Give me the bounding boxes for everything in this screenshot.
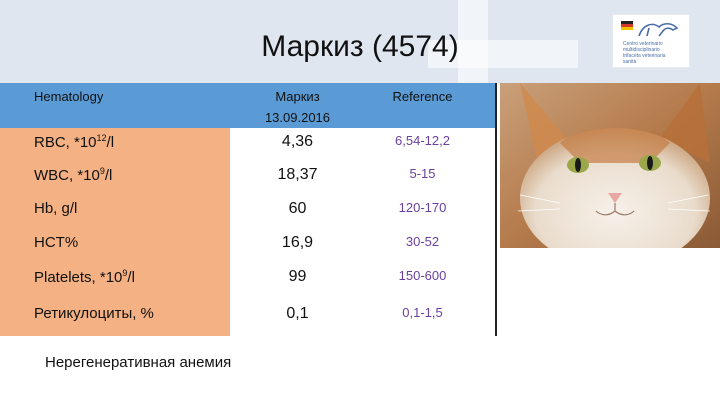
slide-title: Маркиз (4574) bbox=[261, 30, 459, 63]
row-reference: 30-52 bbox=[405, 234, 440, 249]
logo-text: Centro veterinario multidisciplinario tr… bbox=[623, 41, 666, 65]
decorative-plus-horizontal bbox=[428, 40, 578, 68]
row-reference: 5-15 bbox=[409, 166, 436, 181]
row-label: HCT% bbox=[34, 234, 78, 251]
header-hematology: Hematology bbox=[34, 89, 104, 104]
row-label-unit: /l bbox=[106, 134, 115, 151]
row-label-unit: /l bbox=[127, 269, 135, 286]
row-value: 0,1 bbox=[286, 305, 309, 322]
row-label-text: Ретикулоциты, % bbox=[34, 305, 154, 322]
row-label-exponent: 9 bbox=[99, 166, 105, 176]
row-reference: 150-600 bbox=[398, 268, 447, 283]
row-label-exponent: 9 bbox=[122, 268, 128, 278]
row-label: Platelets, *109/l bbox=[34, 268, 135, 286]
row-label-text: Hb, g/l bbox=[34, 200, 78, 217]
row-label-text: Platelets, *10 bbox=[34, 269, 123, 286]
row-label: Hb, g/l bbox=[34, 200, 77, 217]
row-label-unit: /l bbox=[104, 167, 113, 184]
cat-photo bbox=[500, 83, 720, 248]
header-test-date: 13.09.2016 bbox=[264, 110, 331, 125]
row-label: Ретикулоциты, % bbox=[34, 305, 154, 322]
row-label-text: HCT% bbox=[34, 234, 79, 251]
row-value: 60 bbox=[288, 200, 307, 217]
clinic-logo: Centro veterinario multidisciplinario tr… bbox=[612, 14, 690, 68]
row-value: 4,36 bbox=[281, 133, 314, 150]
table-header-row bbox=[0, 83, 497, 128]
diagnosis-note: Нерегенеративная анемия bbox=[45, 354, 232, 371]
row-reference: 120-170 bbox=[398, 200, 447, 215]
row-reference: 0,1-1,5 bbox=[402, 305, 443, 320]
logo-horse-icon bbox=[621, 21, 679, 37]
label-column-background bbox=[0, 128, 230, 336]
header-patient-name: Маркиз bbox=[275, 89, 320, 104]
title-band bbox=[0, 0, 720, 83]
row-reference: 6,54-12,2 bbox=[395, 133, 450, 148]
header-reference: Reference bbox=[392, 89, 453, 104]
row-value: 16,9 bbox=[281, 234, 314, 251]
row-label-text: RBC, *10 bbox=[34, 134, 97, 151]
row-label: WBC, *109/l bbox=[34, 166, 112, 184]
table-right-border bbox=[495, 83, 497, 336]
row-label-exponent: 12 bbox=[96, 133, 107, 143]
row-label: RBC, *1012/l bbox=[34, 133, 114, 151]
decorative-plus-vertical bbox=[458, 0, 488, 83]
row-value: 99 bbox=[288, 268, 307, 285]
row-value: 18,37 bbox=[277, 166, 318, 183]
row-label-text: WBC, *10 bbox=[34, 167, 100, 184]
